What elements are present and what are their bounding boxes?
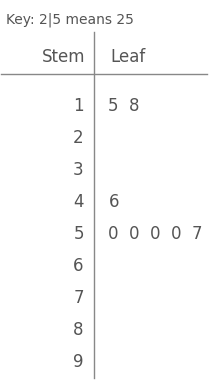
Text: 2: 2 (73, 129, 84, 147)
Text: 3: 3 (73, 161, 84, 179)
Text: 7: 7 (73, 289, 84, 307)
Text: Key: 2|5 means 25: Key: 2|5 means 25 (6, 13, 133, 27)
Text: 1: 1 (73, 97, 84, 115)
Text: 4: 4 (73, 193, 84, 211)
Text: Leaf: Leaf (110, 48, 146, 66)
Text: 5  8: 5 8 (109, 97, 140, 115)
Text: 8: 8 (73, 321, 84, 339)
Text: Stem: Stem (42, 48, 86, 66)
Text: 0  0  0  0  7: 0 0 0 0 7 (109, 225, 203, 243)
Text: 6: 6 (109, 193, 119, 211)
Text: 9: 9 (73, 353, 84, 371)
Text: 6: 6 (73, 257, 84, 275)
Text: 5: 5 (73, 225, 84, 243)
